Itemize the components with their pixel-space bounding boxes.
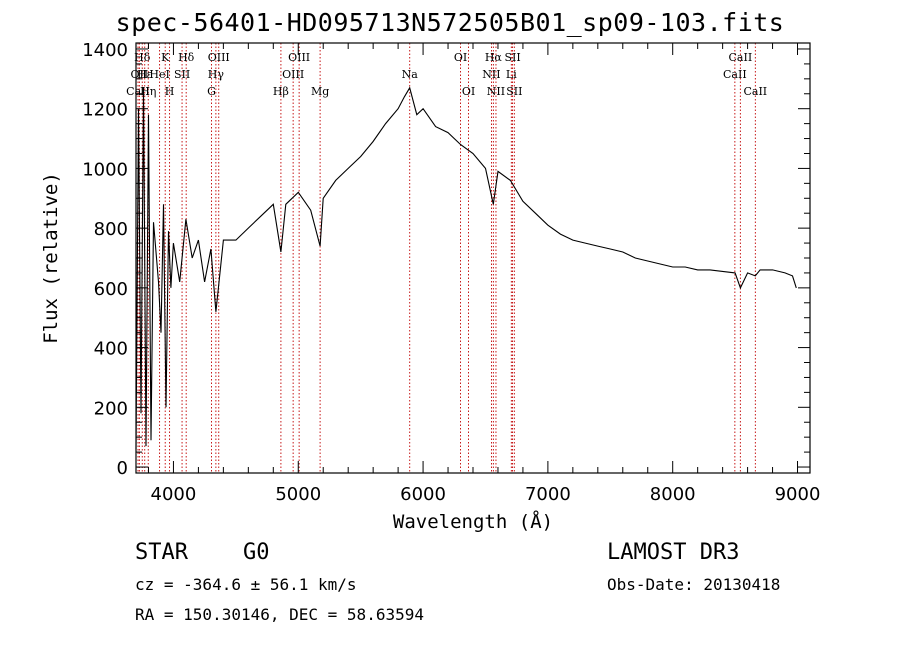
line-label: Hγ	[208, 68, 225, 81]
line-label: CaII	[729, 51, 753, 64]
line-label: OII	[131, 68, 149, 81]
y-tick-label: 800	[94, 219, 128, 240]
line-label: OI	[454, 51, 467, 64]
y-tick-label: 1400	[82, 40, 128, 61]
line-label: SII	[174, 68, 190, 81]
line-label: Hδ	[134, 51, 151, 64]
axis-ticks-group: 4000 5000 6000 7000 8000 9000 0 200 400 600 800 100…	[82, 40, 820, 505]
line-label: Hβ	[273, 85, 289, 98]
survey-name: LAMOST DR3	[607, 540, 740, 565]
line-label: Hε	[137, 68, 153, 81]
object-type: STAR	[135, 540, 188, 565]
line-label: NII	[482, 68, 500, 81]
y-tick-label: 200	[94, 398, 128, 419]
x-tick-label: 9000	[775, 484, 821, 505]
chart-title: spec-56401-HD095713N572505B01_sp09-103.f…	[115, 8, 785, 37]
x-tick-label: 5000	[275, 484, 321, 505]
line-label: CaII	[743, 85, 767, 98]
line-label: SII	[504, 51, 520, 64]
line-label: CaII	[723, 68, 747, 81]
line-label: H	[165, 85, 175, 98]
line-label: OIII	[288, 51, 310, 64]
line-label: Hα	[485, 51, 503, 64]
line-label: K	[161, 51, 170, 64]
x-tick-label: 4000	[151, 484, 197, 505]
x-tick-label: 6000	[400, 484, 446, 505]
y-tick-label: 1200	[82, 100, 128, 121]
y-axis-label: Flux (relative)	[40, 172, 62, 344]
line-label: OI	[462, 85, 475, 98]
line-label: Mg	[311, 85, 329, 98]
redshift-info: cz = -364.6 ± 56.1 km/s	[135, 575, 357, 594]
obs-date: Obs-Date: 20130418	[607, 575, 781, 594]
plot-frame	[135, 42, 811, 474]
y-tick-label: 0	[117, 458, 128, 479]
y-tick-label: 600	[94, 279, 128, 300]
x-tick-label: 8000	[650, 484, 696, 505]
coordinates-info: RA = 150.30146, DEC = 58.63594	[135, 605, 424, 624]
y-tick-label: 400	[94, 339, 128, 360]
line-label: Na	[402, 68, 419, 81]
line-label: SII	[506, 85, 522, 98]
line-label: Li	[506, 68, 517, 81]
line-labels-group: Hδ OII CaII Hε Hη K HeI H SII Hδ OIII Hγ G Hβ OIII OIII…	[126, 51, 767, 98]
line-label: G	[207, 85, 216, 98]
object-subclass: G0	[243, 540, 270, 565]
line-label: Hη	[140, 85, 156, 98]
reference-lines-group	[137, 43, 756, 473]
x-axis-label: Wavelength (Å)	[393, 510, 553, 533]
x-tick-label: 7000	[525, 484, 571, 505]
line-label: NII	[487, 85, 505, 98]
line-label: HeI	[149, 68, 169, 81]
flux-series-line	[135, 86, 797, 450]
y-tick-label: 1000	[82, 159, 128, 180]
line-label: Hδ	[178, 51, 195, 64]
line-label: OIII	[282, 68, 304, 81]
line-label: OIII	[208, 51, 230, 64]
